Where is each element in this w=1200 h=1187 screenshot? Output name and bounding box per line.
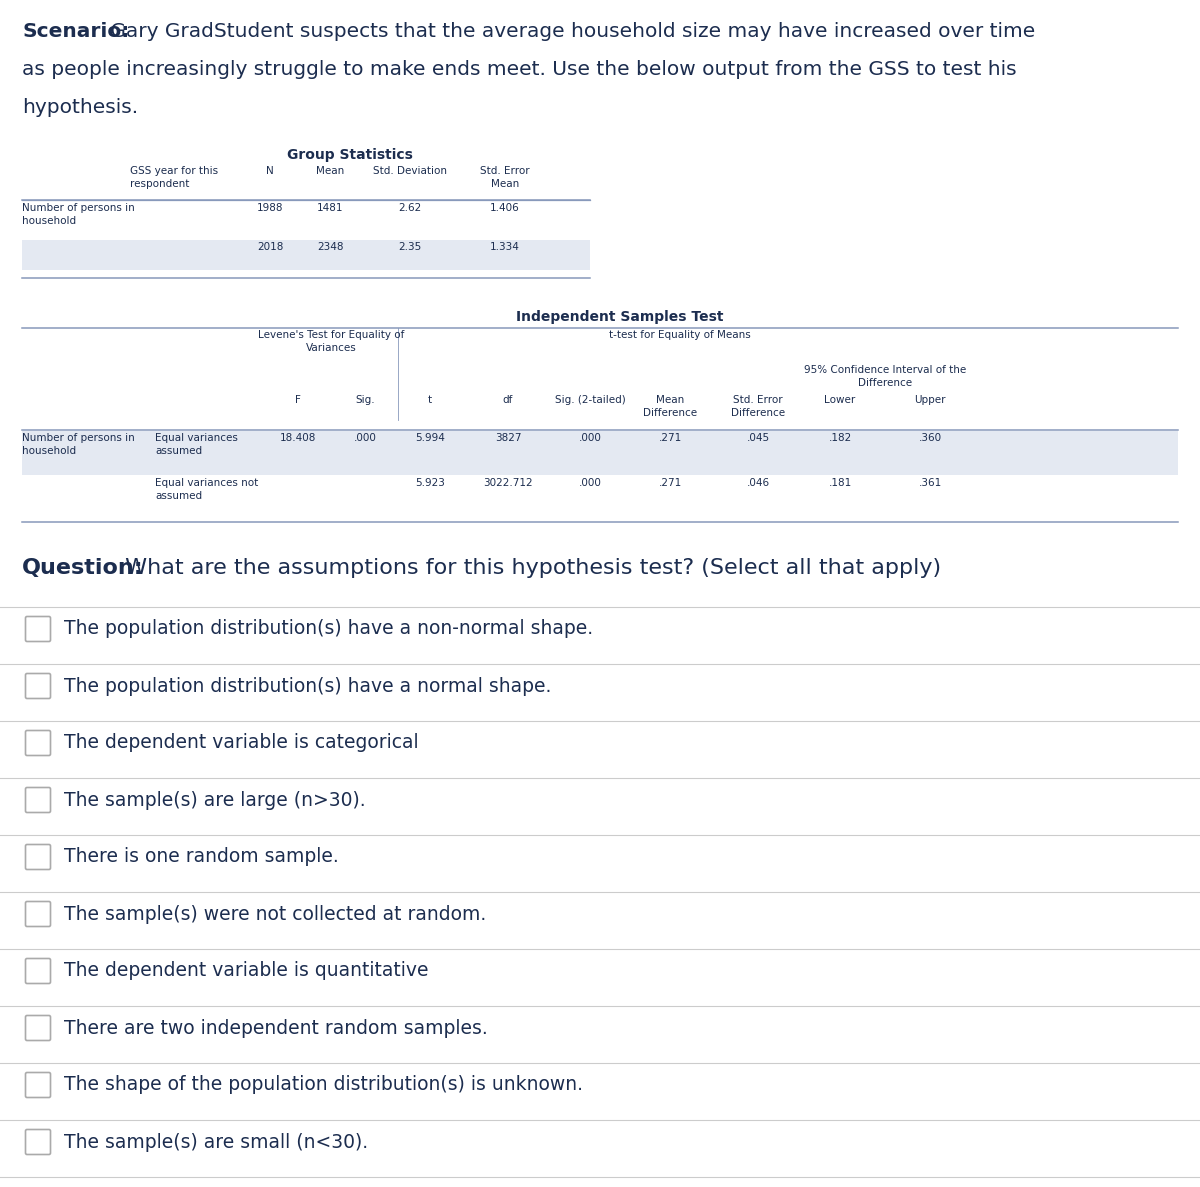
FancyBboxPatch shape (25, 1016, 50, 1041)
Text: 2.35: 2.35 (398, 242, 421, 252)
FancyBboxPatch shape (25, 787, 50, 812)
Text: F: F (295, 395, 301, 405)
Text: .182: .182 (828, 433, 852, 443)
Text: .000: .000 (578, 478, 601, 488)
Text: Question:: Question: (22, 558, 144, 578)
Text: Sig. (2-tailed): Sig. (2-tailed) (554, 395, 625, 405)
Text: The dependent variable is quantitative: The dependent variable is quantitative (64, 961, 428, 980)
Text: .271: .271 (659, 433, 682, 443)
Text: 3022.712: 3022.712 (484, 478, 533, 488)
FancyBboxPatch shape (25, 1073, 50, 1098)
Text: Equal variances not
assumed: Equal variances not assumed (155, 478, 258, 501)
Text: The population distribution(s) have a normal shape.: The population distribution(s) have a no… (64, 677, 551, 696)
Text: hypothesis.: hypothesis. (22, 99, 138, 118)
Text: .271: .271 (659, 478, 682, 488)
Text: 18.408: 18.408 (280, 433, 316, 443)
FancyBboxPatch shape (25, 616, 50, 641)
Text: The sample(s) were not collected at random.: The sample(s) were not collected at rand… (64, 904, 486, 923)
Text: Std. Error
Mean: Std. Error Mean (480, 166, 530, 189)
FancyBboxPatch shape (25, 844, 50, 870)
Text: .045: .045 (746, 433, 769, 443)
Text: The dependent variable is categorical: The dependent variable is categorical (64, 734, 419, 753)
Text: 1.406: 1.406 (490, 203, 520, 212)
Text: Upper: Upper (914, 395, 946, 405)
Text: The population distribution(s) have a non-normal shape.: The population distribution(s) have a no… (64, 620, 593, 639)
Text: Mean: Mean (316, 166, 344, 176)
Text: .046: .046 (746, 478, 769, 488)
Text: df: df (503, 395, 514, 405)
Text: 5.923: 5.923 (415, 478, 445, 488)
Bar (22, 431, 1178, 475)
FancyBboxPatch shape (25, 901, 50, 927)
Text: GSS year for this
respondent: GSS year for this respondent (130, 166, 218, 189)
Text: Levene's Test for Equality of
Variances: Levene's Test for Equality of Variances (258, 330, 404, 354)
Text: t-test for Equality of Means: t-test for Equality of Means (610, 330, 751, 339)
Text: There are two independent random samples.: There are two independent random samples… (64, 1018, 487, 1037)
Text: .360: .360 (918, 433, 942, 443)
Text: 5.994: 5.994 (415, 433, 445, 443)
Text: Lower: Lower (824, 395, 856, 405)
Text: The sample(s) are small (n<30).: The sample(s) are small (n<30). (64, 1132, 368, 1151)
Text: Std. Deviation: Std. Deviation (373, 166, 446, 176)
Text: Group Statistics: Group Statistics (287, 148, 413, 161)
Text: 2.62: 2.62 (398, 203, 421, 212)
FancyBboxPatch shape (25, 730, 50, 755)
Text: 1.334: 1.334 (490, 242, 520, 252)
Text: Independent Samples Test: Independent Samples Test (516, 310, 724, 324)
Text: The sample(s) are large (n>30).: The sample(s) are large (n>30). (64, 791, 366, 810)
Text: t: t (428, 395, 432, 405)
Text: Std. Error
Difference: Std. Error Difference (731, 395, 785, 418)
Text: Number of persons in
household: Number of persons in household (22, 203, 134, 227)
Text: 2018: 2018 (257, 242, 283, 252)
Text: N: N (266, 166, 274, 176)
Text: Sig.: Sig. (355, 395, 374, 405)
Text: 1481: 1481 (317, 203, 343, 212)
FancyBboxPatch shape (25, 1130, 50, 1155)
Text: 1988: 1988 (257, 203, 283, 212)
Bar (22, 240, 590, 269)
Text: The shape of the population distribution(s) is unknown.: The shape of the population distribution… (64, 1075, 583, 1094)
Text: There is one random sample.: There is one random sample. (64, 848, 338, 867)
FancyBboxPatch shape (25, 673, 50, 698)
Text: 3827: 3827 (494, 433, 521, 443)
Text: Equal variances
assumed: Equal variances assumed (155, 433, 238, 456)
Text: Gary GradStudent suspects that the average household size may have increased ove: Gary GradStudent suspects that the avera… (104, 23, 1036, 42)
Text: Mean
Difference: Mean Difference (643, 395, 697, 418)
Text: as people increasingly struggle to make ends meet. Use the below output from the: as people increasingly struggle to make … (22, 61, 1016, 80)
Text: .181: .181 (828, 478, 852, 488)
Text: 95% Confidence Interval of the
Difference: 95% Confidence Interval of the Differenc… (804, 364, 966, 388)
Text: Scenario:: Scenario: (22, 23, 130, 42)
Text: Number of persons in
household: Number of persons in household (22, 433, 134, 456)
Text: .000: .000 (578, 433, 601, 443)
Text: What are the assumptions for this hypothesis test? (Select all that apply): What are the assumptions for this hypoth… (118, 558, 941, 578)
Text: .361: .361 (918, 478, 942, 488)
Text: .000: .000 (354, 433, 377, 443)
FancyBboxPatch shape (25, 958, 50, 984)
Text: 2348: 2348 (317, 242, 343, 252)
